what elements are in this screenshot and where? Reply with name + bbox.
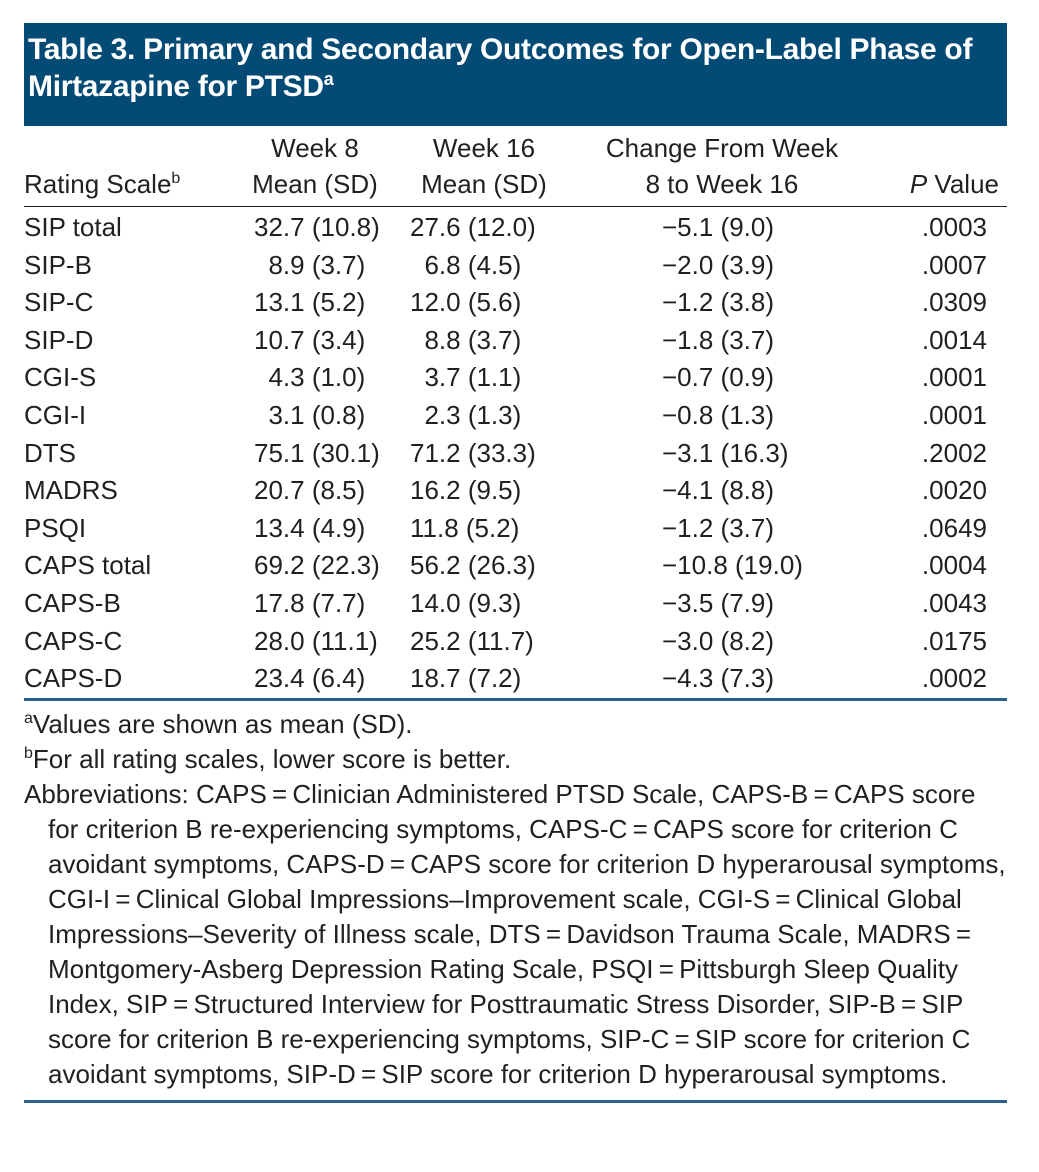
table-header: Rating Scaleb Week 8 Mean (SD) Week 16 Mea…	[24, 126, 1007, 207]
cell-week8: 17.8 (7.7)	[254, 587, 366, 618]
table-bottom-rule	[24, 697, 1007, 701]
cell-change: −3.0 (8.2)	[662, 625, 775, 656]
cell-change: −3.1 (16.3)	[662, 437, 789, 468]
cell-change: −10.8 (19.0)	[662, 550, 803, 581]
cell-p-value: .0001	[921, 362, 987, 393]
cell-p-value: .0309	[921, 287, 987, 318]
cell-week8: 10.7 (3.4)	[254, 324, 366, 355]
cell-change: −1.8 (3.7)	[662, 324, 775, 355]
table-row: DTS 75.1 (30.1) 71.2 (33.3) −3.1 (16.3) .200…	[24, 435, 1007, 473]
table-body: SIP total 32.7 (10.8) 27.6 (12.0) −5.1 (9.0…	[24, 207, 1007, 698]
cell-rating-scale: PSQI	[24, 512, 87, 543]
cell-week16: 14.0 (9.3)	[410, 587, 522, 618]
cell-p-value: .0043	[921, 587, 987, 618]
cell-week8: 8.9 (3.7)	[254, 249, 366, 280]
cell-week16: 18.7 (7.2)	[410, 663, 522, 694]
table-row: CGI-S 4.3 (1.0) 3.7 (1.1) −0.7 (0.9) .0001	[24, 359, 1007, 397]
table-title-text: Table 3. Primary and Secondary Outcomes …	[28, 33, 973, 103]
cell-rating-scale: CAPS-D	[24, 663, 123, 694]
cell-week16: 6.8 (4.5)	[410, 249, 522, 280]
cell-rating-scale: CAPS-B	[24, 587, 121, 618]
cell-p-value: .0020	[921, 475, 987, 506]
cell-week8: 20.7 (8.5)	[254, 475, 366, 506]
cell-week16: 11.8 (5.2)	[410, 512, 520, 543]
table-row: CGI-I 3.1 (0.8) 2.3 (1.3) −0.8 (1.3) .0001	[24, 397, 1007, 435]
cell-change: −0.7 (0.9)	[662, 362, 775, 393]
outcomes-table: Rating Scaleb Week 8 Mean (SD) Week 16 Mea…	[24, 126, 1007, 698]
col-footnote-marker: b	[171, 170, 181, 187]
cell-week8: 13.1 (5.2)	[254, 287, 366, 318]
cell-p-value: .0003	[921, 212, 987, 242]
col-header-week16: Week 16 Mean (SD)	[396, 126, 572, 207]
cell-week16: 8.8 (3.7)	[410, 324, 522, 355]
table-row: SIP-D 10.7 (3.4) 8.8 (3.7) −1.8 (3.7) .0014	[24, 322, 1007, 360]
table-row: SIP-C 13.1 (5.2) 12.0 (5.6) −1.2 (3.8) .0309	[24, 284, 1007, 322]
cell-change: −4.1 (8.8)	[662, 475, 775, 506]
cell-rating-scale: SIP total	[24, 212, 122, 242]
cell-p-value: .0649	[921, 512, 987, 543]
cell-week8: 3.1 (0.8)	[254, 399, 366, 430]
table-row: SIP total 32.7 (10.8) 27.6 (12.0) −5.1 (9.0…	[24, 207, 1007, 247]
table-row: MADRS 20.7 (8.5) 16.2 (9.5) −4.1 (8.8) .0020	[24, 472, 1007, 510]
cell-change: −4.3 (7.3)	[662, 663, 775, 694]
cell-week16: 71.2 (33.3)	[410, 437, 536, 468]
cell-week8: 69.2 (22.3)	[254, 550, 380, 581]
cell-week8: 13.4 (4.9)	[254, 512, 366, 543]
table-row: PSQI 13.4 (4.9) 11.8 (5.2) −1.2 (3.7) .0649	[24, 510, 1007, 548]
cell-p-value: .0001	[921, 399, 987, 430]
cell-change: −0.8 (1.3)	[662, 399, 775, 430]
cell-week16: 2.3 (1.3)	[410, 399, 522, 430]
cell-rating-scale: SIP-D	[24, 324, 94, 355]
cell-week8: 75.1 (30.1)	[254, 437, 380, 468]
table-notes: aValues are shown as mean (SD). bFor all…	[24, 701, 1007, 1092]
cell-change: −3.5 (7.9)	[662, 587, 775, 618]
cell-p-value: .0014	[921, 324, 987, 355]
table-row: CAPS-D 23.4 (6.4) 18.7 (7.2) −4.3 (7.3) .000…	[24, 660, 1007, 698]
cell-change: −1.2 (3.8)	[662, 287, 775, 318]
col-header-change: Change From Week 8 to Week 16	[572, 126, 872, 207]
table-row: CAPS total 69.2 (22.3) 56.2 (26.3) −10.8 (1…	[24, 547, 1007, 585]
abbreviations-note: Abbreviations: CAPS = Clinician Administ…	[24, 778, 1006, 1089]
col-header-rating-scale: Rating Scaleb	[24, 126, 234, 207]
cell-p-value: .2002	[921, 437, 987, 468]
cell-rating-scale: CAPS-C	[24, 625, 123, 656]
footnote-b: bFor all rating scales, lower score is b…	[24, 743, 512, 774]
cell-rating-scale: SIP-C	[24, 287, 94, 318]
cell-week16: 16.2 (9.5)	[410, 475, 522, 506]
col-header-p-value: P Value	[872, 126, 1007, 207]
cell-rating-scale: DTS	[24, 437, 76, 468]
cell-week8: 32.7 (10.8)	[254, 212, 380, 242]
col-header-week8: Week 8 Mean (SD)	[234, 126, 396, 207]
cell-rating-scale: CGI-S	[24, 362, 97, 393]
cell-week16: 56.2 (26.3)	[410, 550, 536, 581]
table-row: CAPS-B 17.8 (7.7) 14.0 (9.3) −3.5 (7.9) .004…	[24, 585, 1007, 623]
table-row: SIP-B 8.9 (3.7) 6.8 (4.5) −2.0 (3.9) .0007	[24, 247, 1007, 285]
cell-week8: 28.0 (11.1)	[254, 625, 378, 656]
cell-week16: 25.2 (11.7)	[410, 625, 534, 656]
table-figure: Table 3. Primary and Secondary Outcomes …	[24, 23, 1007, 1103]
cell-change: −5.1 (9.0)	[662, 212, 775, 242]
cell-p-value: .0002	[921, 663, 987, 694]
cell-rating-scale: SIP-B	[24, 249, 92, 280]
cell-week8: 4.3 (1.0)	[254, 362, 366, 393]
title-footnote-marker: a	[323, 69, 334, 89]
cell-week16: 27.6 (12.0)	[410, 212, 536, 242]
cell-p-value: .0007	[921, 249, 987, 280]
cell-week16: 3.7 (1.1)	[410, 362, 522, 393]
cell-rating-scale: MADRS	[24, 475, 118, 506]
footnote-a: aValues are shown as mean (SD).	[24, 708, 413, 739]
cell-change: −2.0 (3.9)	[662, 249, 775, 280]
header-row: Rating Scaleb Week 8 Mean (SD) Week 16 Mea…	[24, 126, 1007, 207]
cell-rating-scale: CAPS total	[24, 550, 152, 581]
cell-week8: 23.4 (6.4)	[254, 663, 366, 694]
cell-p-value: .0175	[921, 625, 987, 656]
cell-week16: 12.0 (5.6)	[410, 287, 522, 318]
cell-rating-scale: CGI-I	[24, 399, 87, 430]
cell-p-value: .0004	[921, 550, 987, 581]
cell-change: −1.2 (3.7)	[662, 512, 775, 543]
table-row: CAPS-C 28.0 (11.1) 25.2 (11.7) −3.0 (8.2) .0…	[24, 623, 1007, 661]
figure-bottom-rule	[24, 1099, 1007, 1103]
table-title: Table 3. Primary and Secondary Outcomes …	[24, 23, 1007, 126]
